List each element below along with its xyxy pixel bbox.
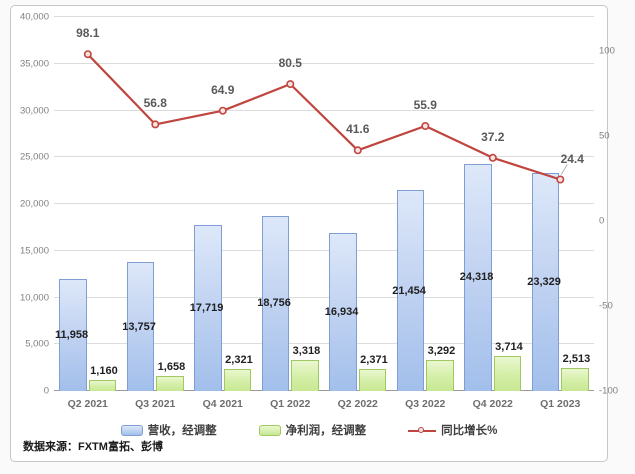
growth-value-label: 37.2 xyxy=(481,129,505,144)
growth-value-label: 64.9 xyxy=(211,82,235,97)
category-slot xyxy=(392,17,460,391)
gridline xyxy=(54,62,594,64)
net-profit-bar xyxy=(156,375,184,391)
line-marker xyxy=(556,175,565,184)
growth-line xyxy=(87,53,561,181)
data-source-note: 数据来源：FXTM富拓、彭博 xyxy=(23,441,163,453)
gridline xyxy=(54,343,594,345)
revenue-bar xyxy=(531,172,560,391)
right-axis-tick-label: 0 xyxy=(599,215,605,227)
line-marker xyxy=(218,106,227,115)
growth-value-label: 98.1 xyxy=(76,26,100,41)
left-axis-tick-label: 20,000 xyxy=(19,198,49,210)
category-slot xyxy=(257,17,325,391)
revenue-bar xyxy=(59,279,87,391)
x-axis-line xyxy=(54,390,594,391)
revenue-bar xyxy=(261,215,290,391)
gridline xyxy=(54,156,594,158)
chart-frame: 98.1 56.8 64.9 80.5 41.6 55.9 37.2 24.4 11,958 1… xyxy=(10,5,618,462)
bars-container xyxy=(54,17,594,391)
revenue-bar xyxy=(126,262,155,391)
gridline xyxy=(54,109,594,111)
category-label: Q1 2023 xyxy=(540,398,581,410)
right-axis-tick-label: 50 xyxy=(599,130,610,142)
right-axis-tick-label: -100 xyxy=(599,385,619,397)
category-label: Q1 2022 xyxy=(270,398,311,410)
right-axis-tick-label: -50 xyxy=(599,300,613,312)
left-axis-tick-label: 30,000 xyxy=(19,105,49,116)
line-marker xyxy=(151,120,160,129)
x-axis-labels: Q2 2021 Q3 2021 Q4 2021 Q1 2022 Q2 2022 Q3 20… xyxy=(54,398,594,410)
net-profit-bar xyxy=(223,369,252,391)
legend-item: 营收，经调整 xyxy=(120,422,217,438)
legend-item: 同比增长% xyxy=(408,422,497,438)
gridline xyxy=(54,203,594,204)
legend: 营收，经调整 净利润，经调整 同比增长% xyxy=(11,422,607,438)
line-marker xyxy=(83,50,92,59)
revenue-bar xyxy=(396,190,425,391)
category-label: Q4 2021 xyxy=(202,398,243,410)
growth-value-label: 56.8 xyxy=(143,96,167,111)
line-marker xyxy=(286,80,295,89)
revenue-bar xyxy=(194,225,222,391)
net-profit-bar xyxy=(291,359,319,391)
left-axis-tick-label: 40,000 xyxy=(19,11,49,23)
category-label: Q2 2021 xyxy=(67,398,108,410)
net-profit-bar xyxy=(426,360,454,391)
net-profit-swatch-icon xyxy=(258,424,281,436)
growth-value-label: 24.4 xyxy=(560,151,584,166)
category-slot xyxy=(122,17,190,391)
left-axis-tick-label: 15,000 xyxy=(19,245,49,257)
growth-value-label: 80.5 xyxy=(278,56,302,71)
revenue-swatch-icon xyxy=(120,424,143,436)
category-slot xyxy=(459,17,527,391)
growth-line-chart xyxy=(83,50,568,184)
net-profit-bar xyxy=(358,368,387,391)
category-label: Q3 2021 xyxy=(135,398,176,410)
gridline xyxy=(54,16,594,17)
category-slot xyxy=(54,17,122,391)
net-profit-bar xyxy=(493,356,522,391)
legend-item: 净利润，经调整 xyxy=(258,422,367,438)
left-axis-tick-label: 35,000 xyxy=(19,58,49,70)
growth-line-swatch-icon xyxy=(408,425,437,436)
net-profit-bar xyxy=(88,380,117,391)
left-axis-tick-label: 25,000 xyxy=(19,151,49,163)
left-axis-tick-label: 0 xyxy=(43,385,49,397)
line-marker xyxy=(488,153,497,162)
left-axis-tick-label: 5,000 xyxy=(25,338,49,350)
category-slot xyxy=(189,17,257,391)
category-slot xyxy=(324,17,392,391)
line-marker xyxy=(353,146,362,155)
growth-value-label: 41.6 xyxy=(346,122,370,137)
category-label: Q4 2022 xyxy=(472,398,513,410)
label-leader-line xyxy=(560,164,568,175)
right-axis-tick-label: 100 xyxy=(599,45,615,57)
gridline xyxy=(54,296,594,298)
revenue-bar xyxy=(464,163,492,391)
legend-label: 净利润，经调整 xyxy=(285,425,367,437)
plot-area: 98.1 56.8 64.9 80.5 41.6 55.9 37.2 24.4 11,958 1… xyxy=(54,16,594,391)
line-marker xyxy=(421,122,430,131)
left-axis-tick-label: 10,000 xyxy=(19,292,49,303)
legend-label: 同比增长% xyxy=(441,425,498,437)
category-slot xyxy=(527,17,595,391)
category-label: Q2 2022 xyxy=(337,398,378,410)
line-marker-icon xyxy=(418,426,425,433)
growth-value-label: 55.9 xyxy=(413,97,437,112)
net-profit-bar xyxy=(561,367,589,391)
legend-label: 营收，经调整 xyxy=(147,425,217,437)
category-label: Q3 2022 xyxy=(405,398,446,410)
revenue-bar xyxy=(329,232,357,391)
gridline xyxy=(54,249,594,251)
